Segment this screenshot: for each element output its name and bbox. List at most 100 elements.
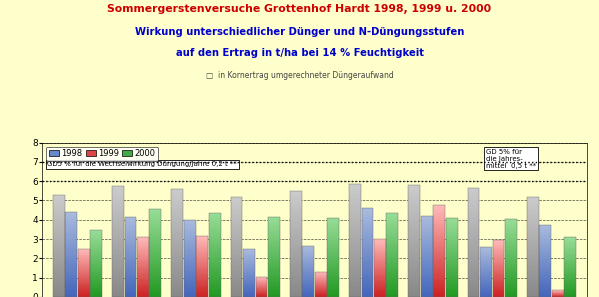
Bar [446,232,458,234]
Bar [150,272,161,274]
Bar [527,197,539,297]
Bar [421,256,432,258]
Bar [564,275,576,277]
Bar [527,205,539,207]
Bar [421,255,432,256]
Bar [539,278,551,280]
Bar [505,220,517,222]
Bar [505,294,517,296]
Bar [374,239,386,297]
Bar [527,233,539,235]
Bar [446,281,458,283]
Bar [421,237,432,238]
Bar [231,247,243,249]
Bar [564,282,576,283]
Bar [386,236,398,238]
Bar [150,246,161,248]
Bar [409,198,420,201]
Bar [171,200,183,202]
Bar [290,206,302,208]
Bar [150,216,161,218]
Bar [150,249,161,251]
Bar [290,195,302,197]
Bar [184,263,196,265]
Bar [386,272,398,274]
Bar [527,249,539,251]
Bar [171,223,183,226]
Bar [302,293,314,294]
Bar [564,257,576,259]
Bar [112,275,124,277]
Bar [480,255,492,256]
Bar [78,249,90,250]
Bar [208,226,220,228]
Bar [302,266,314,267]
Bar [433,249,445,251]
Bar [327,238,339,240]
Bar [90,230,102,297]
Bar [527,225,539,227]
Bar [208,270,220,272]
Bar [243,294,255,295]
Bar [468,234,479,236]
Bar [564,252,576,253]
Bar [137,247,149,248]
Bar [468,238,479,240]
Bar [90,254,102,256]
Bar [421,240,432,242]
Bar [90,290,102,292]
Bar [196,270,208,271]
Bar [349,243,361,245]
Bar [290,276,302,278]
Bar [112,233,124,235]
Bar [196,287,208,288]
Bar [268,279,280,281]
Bar [65,275,77,277]
Bar [327,294,339,296]
Bar [90,232,102,233]
Bar [433,235,445,236]
Bar [208,220,220,222]
Bar [184,266,196,268]
Bar [468,286,479,288]
Bar [243,275,255,276]
Bar [409,234,420,236]
Bar [564,285,576,286]
Bar [505,228,517,230]
Bar [374,271,386,273]
Bar [290,227,302,229]
Bar [184,280,196,282]
Bar [231,223,243,225]
Bar [349,222,361,225]
Bar [327,268,339,270]
Bar [446,262,458,264]
Bar [409,259,420,261]
Bar [409,243,420,246]
Bar [171,211,183,213]
Bar [564,283,576,284]
Bar [374,251,386,252]
Bar [208,257,220,258]
Bar [468,277,479,279]
Bar [527,217,539,219]
Bar [539,291,551,293]
Bar [112,190,124,193]
Bar [433,229,445,231]
Bar [327,249,339,251]
Bar [90,237,102,238]
Bar [256,277,267,297]
Bar [196,282,208,284]
Bar [256,283,267,284]
Bar [290,214,302,216]
Bar [433,266,445,268]
Bar [78,264,90,265]
Bar [112,268,124,270]
Bar [53,250,65,252]
Bar [171,198,183,200]
Bar [480,259,492,260]
Bar [409,203,420,205]
Bar [362,249,373,251]
Bar [150,232,161,234]
Bar [150,285,161,287]
Bar [65,215,77,217]
